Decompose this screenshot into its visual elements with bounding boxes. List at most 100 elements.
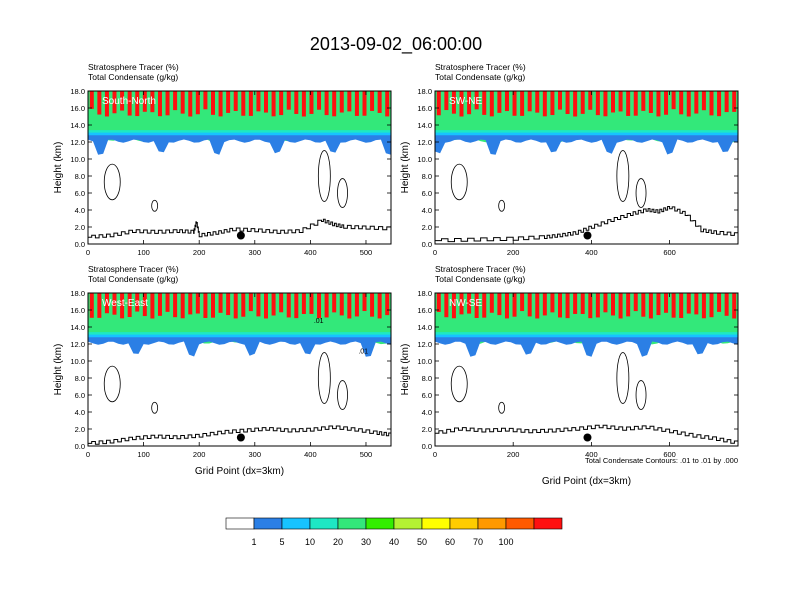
condensate-contour	[337, 178, 348, 208]
x-tick-label: 200	[193, 450, 206, 459]
plot-area	[88, 91, 391, 244]
x-tick-label: 400	[585, 450, 598, 459]
x-tick-label: 300	[249, 248, 262, 257]
colorbar-swatch	[337, 517, 367, 530]
tracer-edge-3	[88, 135, 391, 155]
condensate-contour	[635, 380, 647, 410]
y-tick-label: 16.0	[70, 104, 85, 113]
condensate-contour	[151, 401, 159, 414]
tracer-band-8	[88, 91, 391, 143]
y-tick-label: 18.0	[417, 87, 432, 96]
colorbar-swatch	[365, 517, 395, 530]
x-tick-label: 400	[585, 248, 598, 257]
y-axis-label: Height (km)	[53, 142, 64, 194]
x-tick-label: 400	[304, 248, 317, 257]
tracer-band-8	[88, 293, 391, 345]
y-tick-label: 10.0	[417, 155, 432, 164]
tracer-band-8	[435, 91, 738, 143]
y-tick-label: 12.0	[70, 138, 85, 147]
y-tick-label: 6.0	[75, 189, 85, 198]
y-tick-label: 0.0	[422, 240, 432, 249]
condensate-contour	[450, 365, 468, 403]
panel-title: NW-SE	[449, 298, 482, 309]
colorbar-label: 20	[333, 537, 343, 547]
y-tick-label: 0.0	[75, 240, 85, 249]
colorbar-swatch	[225, 517, 255, 530]
y-axis-label: Height (km)	[53, 344, 64, 396]
y-tick-label: 14.0	[417, 121, 432, 130]
y-tick-label: 8.0	[422, 172, 432, 181]
terrain-line	[435, 206, 738, 243]
colorbar-label: 30	[361, 537, 371, 547]
y-tick-label: 12.0	[417, 138, 432, 147]
x-tick-label: 200	[507, 248, 520, 257]
header-line-1: Stratosphere Tracer (%)	[88, 264, 179, 274]
y-tick-label: 4.0	[422, 408, 432, 417]
tracer-edge-3	[435, 135, 738, 155]
y-tick-label: 2.0	[422, 223, 432, 232]
y-tick-label: 8.0	[75, 172, 85, 181]
y-tick-label: 16.0	[417, 306, 432, 315]
plot-frame	[434, 90, 739, 245]
condensate-contour	[498, 199, 506, 212]
terrain-line	[88, 218, 391, 239]
y-tick-label: 6.0	[75, 391, 85, 400]
condensate-contour	[151, 199, 159, 212]
y-tick-label: 2.0	[75, 425, 85, 434]
header-line-2: Total Condensate (g/kg)	[435, 72, 525, 82]
x-tick-label: 200	[507, 450, 520, 459]
location-marker	[583, 433, 592, 442]
y-tick-label: 10.0	[417, 357, 432, 366]
x-axis-label: Grid Point (dx=3km)	[542, 476, 631, 487]
x-tick-label: 0	[433, 248, 437, 257]
tracer-edge-3	[88, 337, 391, 357]
y-tick-label: 14.0	[70, 121, 85, 130]
colorbar-label: 50	[417, 537, 427, 547]
y-tick-label: 8.0	[422, 374, 432, 383]
x-tick-label: 0	[433, 450, 437, 459]
plot-frame	[434, 292, 739, 447]
terrain-line	[435, 424, 738, 445]
colorbar-swatch	[449, 517, 479, 530]
y-tick-label: 16.0	[417, 104, 432, 113]
panel-west-east: .01 .01 West-East Stratosphere Tracer (%)To…	[53, 264, 392, 477]
condensate-contour	[103, 365, 121, 403]
y-tick-label: 4.0	[75, 206, 85, 215]
condensate-contour	[498, 401, 506, 414]
location-marker	[236, 433, 245, 442]
x-tick-label: 0	[86, 450, 90, 459]
colorbar-label: 5	[279, 537, 284, 547]
tracer-band-8	[435, 293, 738, 345]
colorbar-label: 40	[389, 537, 399, 547]
x-axis-label: Grid Point (dx=3km)	[195, 466, 284, 477]
panel-title: West-East	[102, 298, 148, 309]
y-tick-label: 10.0	[70, 357, 85, 366]
terrain-line	[88, 425, 391, 445]
condensate-contour	[616, 352, 630, 404]
y-tick-label: 2.0	[422, 425, 432, 434]
colorbar-swatch	[421, 517, 451, 530]
condensate-contour	[635, 178, 647, 208]
colorbar-label: 60	[445, 537, 455, 547]
contour-label: .01	[358, 348, 368, 355]
header-line-1: Stratosphere Tracer (%)	[435, 264, 526, 274]
y-tick-label: 18.0	[417, 289, 432, 298]
plot-area	[435, 293, 738, 446]
x-tick-label: 500	[360, 248, 373, 257]
location-marker	[583, 231, 592, 240]
condensate-contour	[317, 150, 331, 202]
plot-area	[435, 91, 738, 244]
y-tick-label: 2.0	[75, 223, 85, 232]
y-tick-label: 12.0	[70, 340, 85, 349]
header-line-2: Total Condensate (g/kg)	[88, 274, 178, 284]
x-tick-label: 100	[137, 450, 150, 459]
condensate-contour	[337, 380, 348, 410]
panel-title: SW-NE	[449, 96, 482, 107]
y-tick-label: 4.0	[422, 206, 432, 215]
y-tick-label: 12.0	[417, 340, 432, 349]
header-line-2: Total Condensate (g/kg)	[88, 72, 178, 82]
y-tick-label: 8.0	[75, 374, 85, 383]
colorbar-swatch	[281, 517, 311, 530]
